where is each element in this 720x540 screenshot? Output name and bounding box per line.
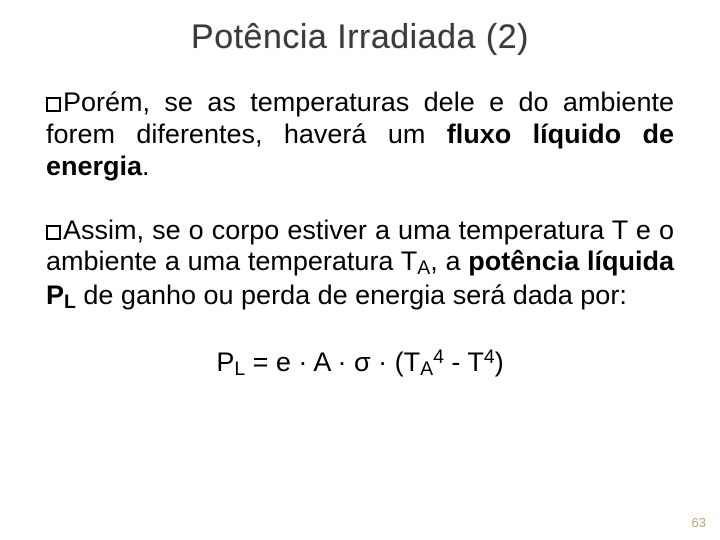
bullet-icon xyxy=(46,225,61,240)
para2-prefix: Assim, xyxy=(63,215,144,245)
para2-rest2: , a xyxy=(430,246,468,276)
bullet-icon xyxy=(46,97,61,112)
formula-close: ) xyxy=(495,347,504,377)
formula-p: P xyxy=(216,347,234,377)
formula-dash: - T xyxy=(444,347,484,377)
paragraph-1: Porém, se as temperaturas dele e do ambi… xyxy=(46,87,674,183)
para2-rest3: de ganho ou perda de energia será dada p… xyxy=(76,280,627,310)
formula-tasuper: 4 xyxy=(433,346,444,368)
formula-psub: L xyxy=(234,358,245,380)
slide-title: Potência Irradiada (2) xyxy=(46,18,674,57)
formula-mid: = e · A · σ · (T xyxy=(245,347,420,377)
formula-tsuper: 4 xyxy=(484,346,495,368)
para1-after: . xyxy=(142,151,150,181)
formula-tasub: A xyxy=(420,358,433,380)
paragraph-2: Assim, se o corpo estiver a uma temperat… xyxy=(46,215,674,315)
para2-boldsub: L xyxy=(64,291,76,313)
page-number: 63 xyxy=(692,515,706,530)
para1-prefix: Porém, xyxy=(63,87,150,117)
slide: { "background_color": "#ffffff", "title"… xyxy=(0,0,720,540)
formula: PL = e · A · σ · (TA4 - T4) xyxy=(46,346,674,381)
para2-sub1: A xyxy=(417,257,430,279)
